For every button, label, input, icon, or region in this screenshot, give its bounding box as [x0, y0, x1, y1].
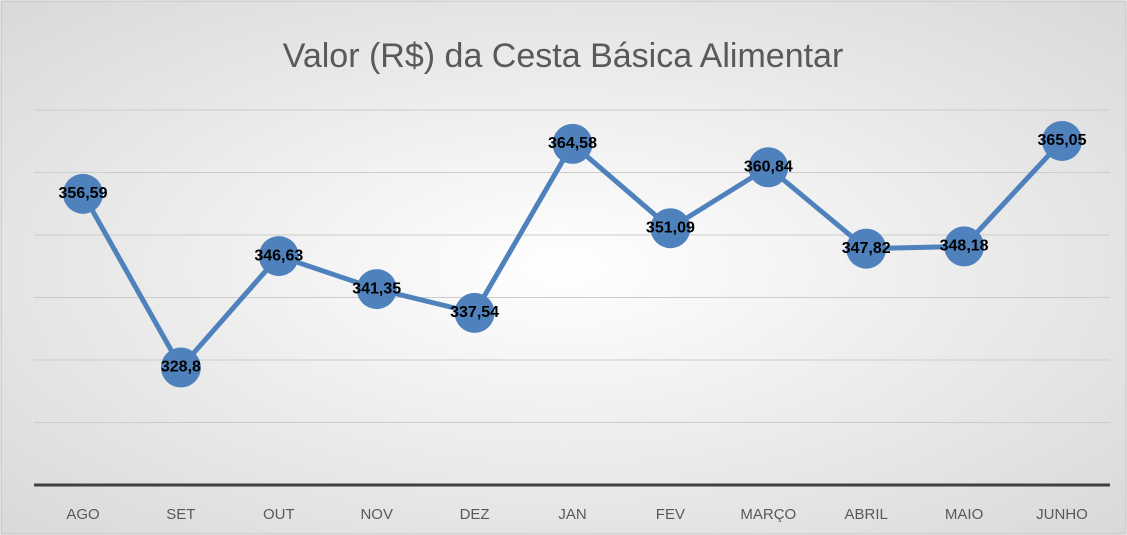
data-label: 360,84 — [744, 158, 793, 175]
x-tick-label: MARÇO — [740, 506, 796, 523]
x-tick-label: DEZ — [460, 506, 490, 523]
data-label: 356,59 — [59, 185, 108, 202]
x-tick-label: AGO — [66, 506, 99, 523]
data-label: 351,09 — [646, 219, 695, 236]
x-tick-label: MAIO — [945, 506, 983, 523]
data-label: 341,35 — [352, 280, 401, 297]
point — [650, 208, 691, 249]
data-label: 346,63 — [254, 247, 303, 264]
x-tick-label: OUT — [263, 506, 295, 523]
data-label: 365,05 — [1038, 132, 1087, 149]
x-tick-label: FEV — [656, 506, 685, 523]
point — [944, 226, 985, 267]
point — [258, 236, 299, 277]
chart-title: Valor (R$) da Cesta Básica Alimentar — [283, 37, 844, 75]
point — [1042, 120, 1082, 161]
point — [748, 147, 789, 188]
x-tick-label: JAN — [558, 506, 586, 523]
x-tick-label: ABRIL — [845, 506, 888, 523]
point — [160, 347, 201, 388]
data-label: 347,82 — [842, 240, 891, 257]
x-tick-label: NOV — [360, 506, 393, 523]
data-label: 328,8 — [161, 359, 201, 376]
x-tick-label: JUNHO — [1036, 506, 1088, 523]
data-label: 364,58 — [548, 135, 597, 152]
point — [846, 228, 887, 269]
point — [552, 123, 593, 164]
x-tick-label: SET — [166, 506, 195, 523]
point — [356, 269, 397, 310]
point — [454, 292, 495, 333]
point — [63, 173, 103, 214]
data-label: 337,54 — [450, 304, 499, 321]
data-label: 348,18 — [940, 238, 989, 255]
